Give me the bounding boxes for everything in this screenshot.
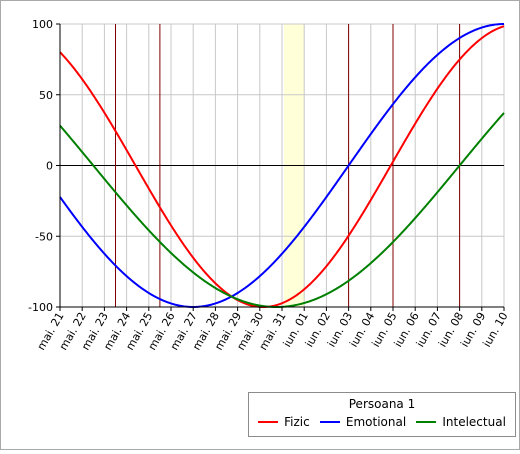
legend-swatch bbox=[319, 421, 340, 423]
legend-label: Emotional bbox=[345, 415, 407, 429]
legend-item-intelectual: Intelectual bbox=[416, 415, 506, 429]
y-tick-label: 100 bbox=[32, 18, 53, 31]
y-tick-label: 50 bbox=[39, 89, 53, 102]
legend-item-fizic: Fizic bbox=[258, 415, 310, 429]
y-tick-label: -100 bbox=[28, 301, 53, 314]
chart-legend: Persoana 1 Fizic Emotional Intelectual bbox=[248, 392, 516, 437]
legend-swatch bbox=[258, 421, 279, 423]
series-line-emotional bbox=[59, 23, 505, 309]
legend-label: Intelectual bbox=[442, 415, 506, 429]
y-tick-label: -50 bbox=[35, 230, 53, 243]
legend-title: Persoana 1 bbox=[348, 397, 416, 411]
legend-swatch bbox=[416, 421, 437, 423]
y-tick-label: 0 bbox=[46, 160, 53, 173]
legend-label: Fizic bbox=[284, 415, 310, 429]
series-line-fizic bbox=[59, 25, 505, 309]
legend-item-emotional: Emotional bbox=[319, 415, 407, 429]
